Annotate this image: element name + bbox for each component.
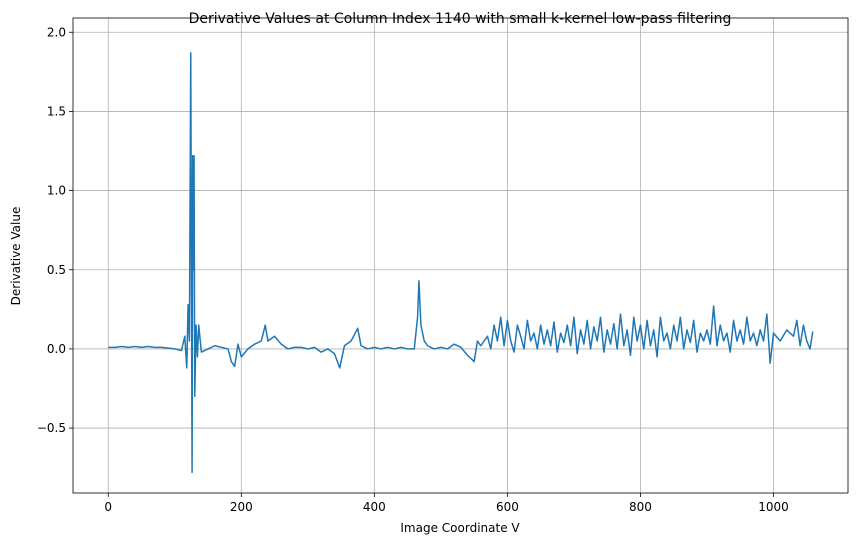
x-tick-label: 200 — [230, 500, 253, 514]
y-tick-label: 0.5 — [47, 263, 66, 277]
x-tick-label: 1000 — [758, 500, 789, 514]
x-tick-label: 600 — [496, 500, 519, 514]
y-tick-label: 2.0 — [47, 25, 66, 39]
y-tick-label: −0.5 — [37, 421, 66, 435]
x-axis-label: Image Coordinate V — [400, 521, 520, 535]
x-tick-label: 0 — [104, 500, 112, 514]
chart-title: Derivative Values at Column Index 1140 w… — [189, 11, 732, 27]
y-axis-label: Derivative Value — [9, 207, 23, 306]
x-tick-label: 800 — [629, 500, 652, 514]
y-tick-label: 1.0 — [47, 184, 66, 198]
x-tick-label: 400 — [363, 500, 386, 514]
y-tick-label: 0.0 — [47, 342, 66, 356]
plot-frame — [72, 17, 849, 494]
y-tick-label: 1.5 — [47, 104, 66, 118]
data-line — [108, 52, 814, 474]
